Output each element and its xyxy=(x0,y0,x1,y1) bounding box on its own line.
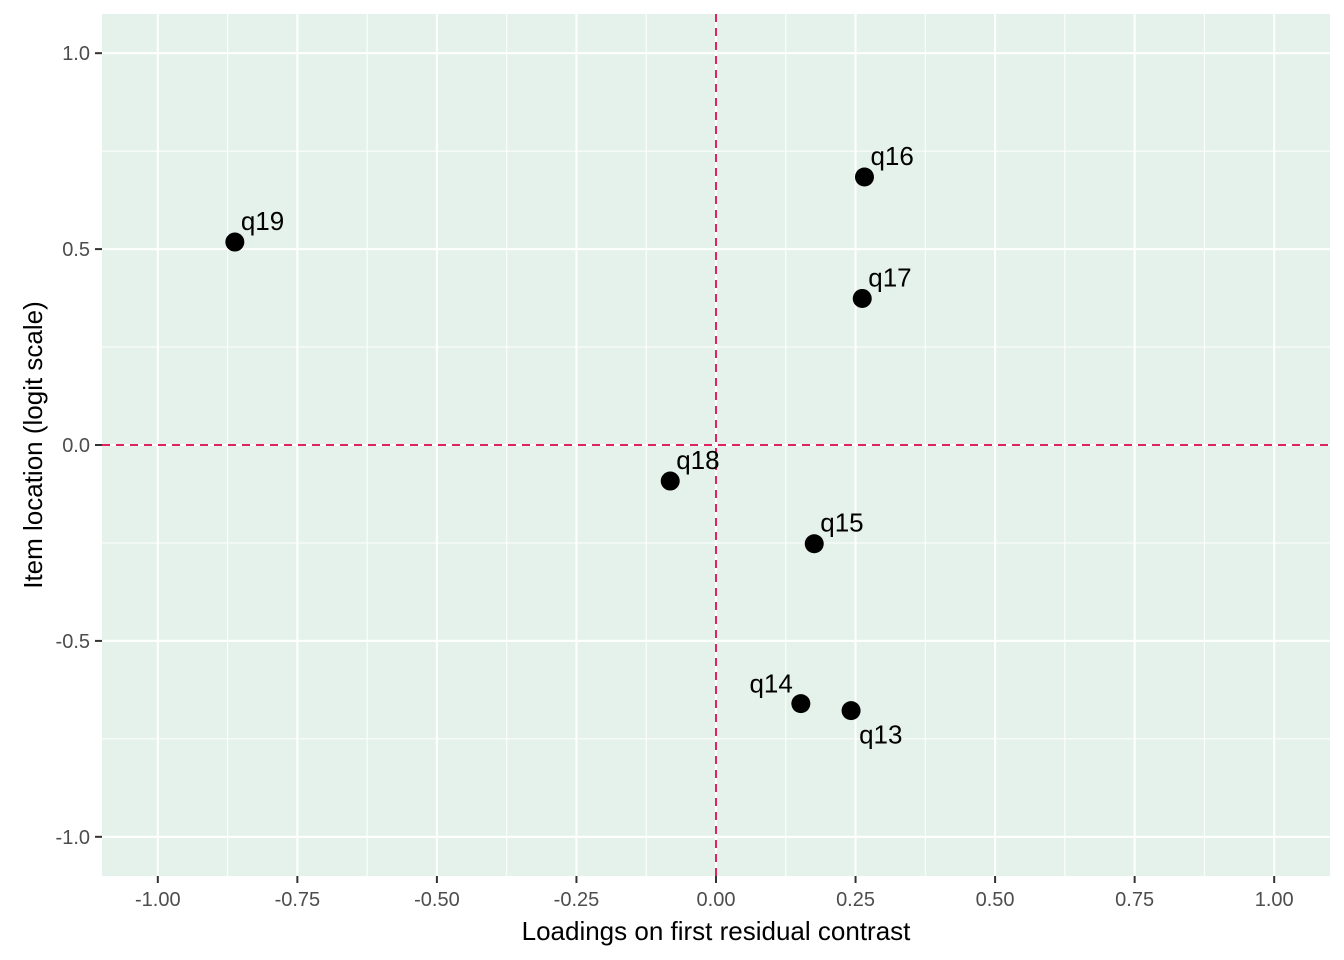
point-q19 xyxy=(225,232,245,252)
y-axis: -1.0 -0.5 0.0 0.5 1.0 xyxy=(56,43,102,849)
point-label-q15: q15 xyxy=(820,508,863,538)
point-q18 xyxy=(660,471,680,491)
point-q17 xyxy=(852,288,872,308)
x-tick-label: 0.50 xyxy=(976,889,1015,911)
x-tick-label: 0.00 xyxy=(697,889,736,911)
x-tick-label: -0.50 xyxy=(414,889,460,911)
point-q15 xyxy=(804,534,824,554)
y-tick-label: -1.0 xyxy=(56,827,90,849)
y-axis-title: Item location (logit scale) xyxy=(18,301,48,589)
point-label-q19: q19 xyxy=(241,206,284,236)
x-tick-label: -0.75 xyxy=(275,889,321,911)
x-tick-label: -1.00 xyxy=(135,889,181,911)
data-points: q13 q14 q15 q16 q17 q18 q19 xyxy=(225,141,914,750)
x-tick-label: -0.25 xyxy=(554,889,600,911)
y-tick-label: 1.0 xyxy=(62,43,90,65)
point-q16 xyxy=(854,167,874,187)
point-q13 xyxy=(841,701,861,721)
grid-major xyxy=(102,14,1330,876)
y-tick-label: -0.5 xyxy=(56,631,90,653)
reference-lines xyxy=(102,14,1330,876)
point-label-q17: q17 xyxy=(868,262,911,292)
x-tick-label: 1.00 xyxy=(1255,889,1294,911)
x-axis: -1.00 -0.75 -0.50 -0.25 0.00 0.25 0.50 0.75 1.00 xyxy=(135,876,1294,911)
point-label-q18: q18 xyxy=(676,445,719,475)
x-tick-label: 0.25 xyxy=(836,889,875,911)
x-axis-title: Loadings on first residual contrast xyxy=(522,916,912,946)
x-tick-label: 0.75 xyxy=(1115,889,1154,911)
y-tick-label: 0.0 xyxy=(62,435,90,457)
y-tick-label: 0.5 xyxy=(62,239,90,261)
point-q14 xyxy=(791,694,811,714)
point-label-q16: q16 xyxy=(870,141,913,171)
point-label-q14: q14 xyxy=(749,669,792,699)
point-label-q13: q13 xyxy=(859,720,902,750)
